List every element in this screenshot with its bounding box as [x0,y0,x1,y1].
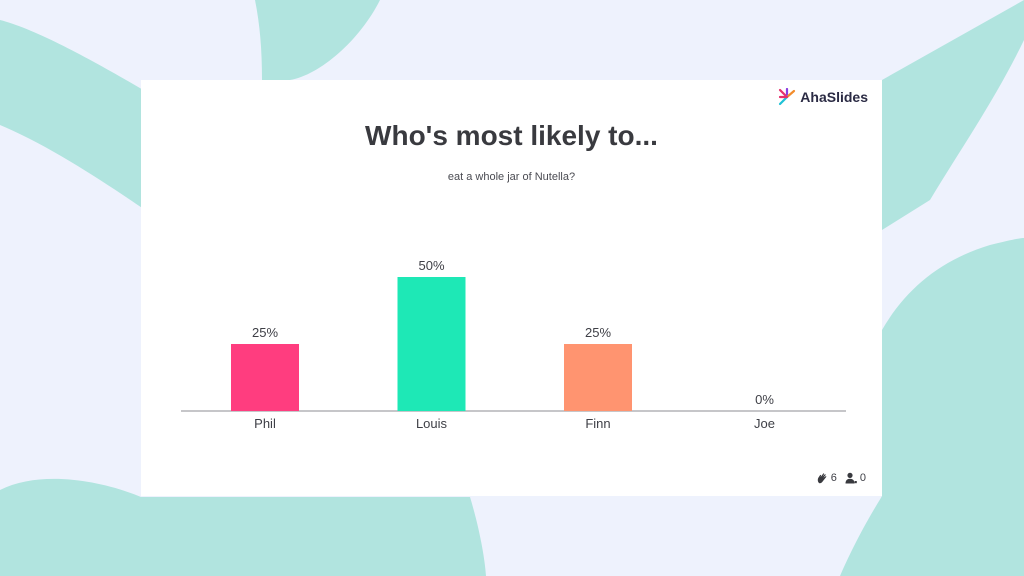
background-swoosh-right-top [882,0,1024,230]
background-swoosh-bottom-left [0,478,486,576]
bar-finn [564,344,632,411]
participants-count: 0 [859,472,866,484]
value-label-joe: 0% [755,392,774,407]
background-swoosh-right [840,238,1024,576]
slide-card: AhaSlides Who's most likely to... eat a … [141,80,882,496]
category-label-finn: Finn [585,416,610,431]
participants-counter[interactable]: 0 [845,472,866,484]
value-label-louis: 50% [418,258,444,273]
clap-icon [817,473,827,484]
slide-subtitle: eat a whole jar of Nutella? [447,171,576,183]
category-label-phil: Phil [254,416,276,431]
background-swoosh-top [255,0,380,80]
bar-phil [231,344,299,411]
brand-logo[interactable]: AhaSlides [778,88,868,106]
value-label-phil: 25% [252,325,278,340]
ahaslides-logo-icon [779,88,796,106]
user-icon [845,472,857,484]
value-label-finn: 25% [585,325,611,340]
slide-footer: 6 0 [816,472,866,484]
slide-title: Who's most likely to... [365,120,658,151]
category-label-joe: Joe [754,416,775,431]
category-label-louis: Louis [416,416,448,431]
results-bar-chart: 25% Phil 50% Louis 25% Finn 0% Joe [181,258,846,431]
reactions-counter[interactable]: 6 [816,472,837,484]
bar-louis [397,277,466,411]
background-swoosh-left [0,20,160,220]
reactions-count: 6 [830,472,837,484]
brand-logo-text: AhaSlides [800,89,868,105]
